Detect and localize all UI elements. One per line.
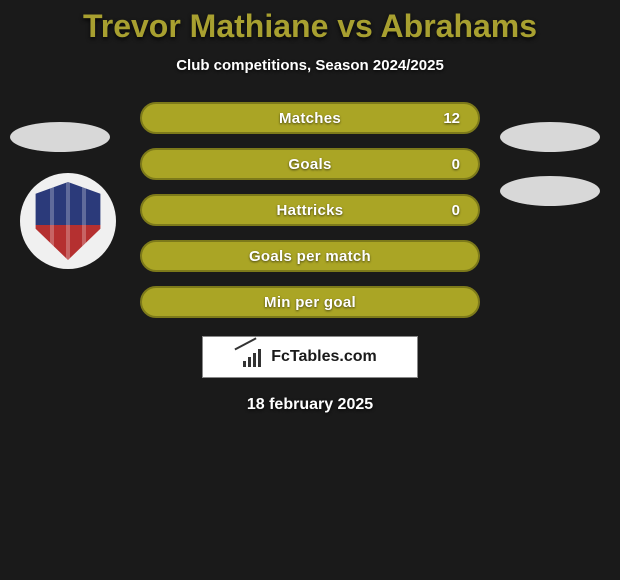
crest-shield-icon <box>32 182 104 260</box>
branding-text: FcTables.com <box>271 348 377 366</box>
stat-label: Min per goal <box>264 294 356 311</box>
branding-badge[interactable]: FcTables.com <box>202 336 418 378</box>
page-subtitle: Club competitions, Season 2024/2025 <box>0 57 620 74</box>
stat-row-min-per-goal: Min per goal <box>140 286 480 318</box>
stat-label: Goals <box>288 156 331 173</box>
stat-value: 12 <box>443 110 460 127</box>
club-right-placeholder-icon <box>500 176 600 206</box>
stat-row-matches: Matches 12 <box>140 102 480 134</box>
player-right-placeholder-icon <box>500 122 600 152</box>
comparison-widget: Trevor Mathiane vs Abrahams Club competi… <box>0 0 620 414</box>
stat-row-goals-per-match: Goals per match <box>140 240 480 272</box>
stats-list: Matches 12 Goals 0 Hattricks 0 Goals per… <box>140 102 480 318</box>
stat-label: Goals per match <box>249 248 371 265</box>
stat-value: 0 <box>452 202 460 219</box>
chart-icon <box>243 347 265 367</box>
footer-date: 18 february 2025 <box>0 396 620 414</box>
stat-label: Matches <box>279 110 341 127</box>
stat-row-hattricks: Hattricks 0 <box>140 194 480 226</box>
player-left-placeholder-icon <box>10 122 110 152</box>
page-title: Trevor Mathiane vs Abrahams <box>0 8 620 45</box>
club-left-crest-icon <box>20 173 116 269</box>
stat-row-goals: Goals 0 <box>140 148 480 180</box>
stat-label: Hattricks <box>277 202 344 219</box>
stat-value: 0 <box>452 156 460 173</box>
